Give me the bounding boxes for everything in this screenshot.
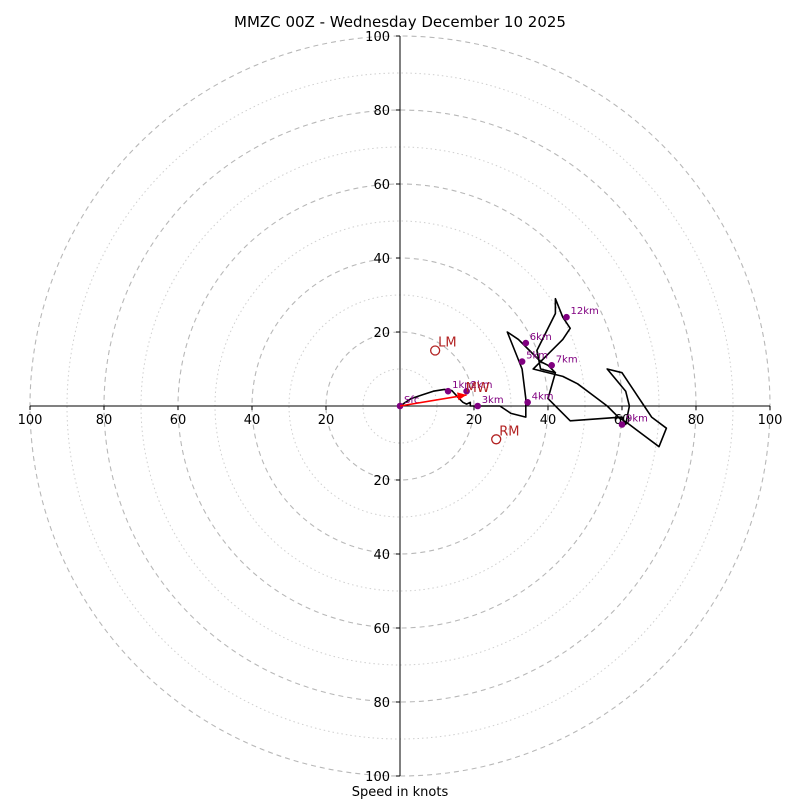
height-point [444,387,452,395]
x-tick-label: 100 [18,413,43,428]
tick-labels: 100 80 60 40 20 20 40 60 80 100204060801002040608… [18,30,783,785]
height-point-label: 12km [571,306,599,317]
y-tick-label: 20 [373,326,390,341]
height-point-label: 5km [526,351,548,362]
y-tick-label: 80 [373,104,390,119]
height-point [518,358,526,365]
x-tick-label: 20 [318,413,335,428]
x-tick-label: 80 [96,413,113,428]
y-tick-label: 60 [373,178,390,193]
y-tick-label: 40 [373,252,390,267]
y-tick-label: 60 [373,622,390,637]
y-tick-label: 100 [365,770,390,785]
y-tick-label: 40 [373,548,390,563]
height-point [548,362,555,369]
height-point-label: 1km [452,380,474,391]
height-point-label: Sfc [404,395,419,406]
height-point-label: 4km [532,391,554,402]
right-mover-marker [491,434,502,445]
height-point [474,402,482,410]
height-point [618,421,626,428]
height-point [522,339,530,347]
x-tick-label: 40 [244,413,261,428]
x-tick-label: 80 [688,413,705,428]
height-point [524,399,531,406]
storm-motion-markers: MW LM RM [399,336,519,445]
chart-title: MMZC 00Z - Wednesday December 10 2025 [234,13,566,31]
height-point-label: 7km [556,354,578,365]
x-tick-label: 20 [466,413,483,428]
y-tick-label: 80 [373,696,390,711]
left-mover-marker [429,345,441,356]
right-mover-label: RM [499,424,519,439]
hodograph-trace [399,297,668,448]
y-tick-label: 20 [373,474,390,489]
height-point-label: 9km [626,414,648,425]
mean-wind-label: MW [466,381,490,396]
mean-wind-arrowhead [457,392,467,401]
left-mover-label: LM [438,336,456,351]
height-point [463,387,470,395]
x-axis-label: Speed in knots [352,785,449,800]
x-tick-label: 100 [758,413,783,428]
mean-wind-arrow [399,394,467,407]
height-point-label: 6km [530,332,552,343]
height-point [563,313,570,321]
hodograph-line [399,297,668,448]
x-tick-label: 60 [170,413,187,428]
x-tick-label: 40 [540,413,557,428]
y-tick-label: 100 [365,30,390,45]
height-point-label: 2km [471,380,493,391]
height-point-label: 3km [482,395,504,406]
